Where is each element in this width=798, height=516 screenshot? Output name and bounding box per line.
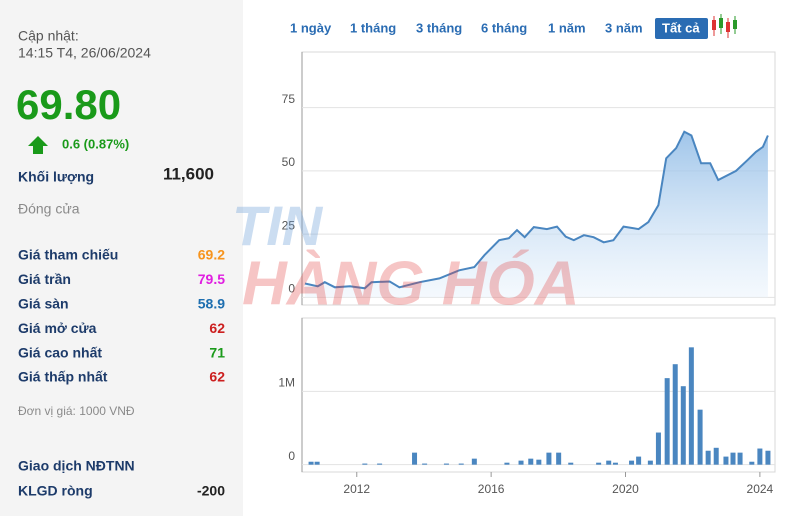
volume-bar	[705, 450, 711, 465]
price-change: 0.6 (0.87%)	[62, 136, 129, 151]
x-tick-label: 2024	[747, 482, 774, 496]
price: 69.80	[16, 81, 121, 128]
net-value: -200	[197, 483, 225, 499]
y-tick-label: 0	[288, 282, 295, 296]
volume-bar	[596, 462, 602, 465]
y-tick-label: 50	[282, 155, 296, 169]
updated-time: 14:15 T4, 26/06/2024	[18, 45, 151, 61]
volume-bar	[314, 461, 320, 465]
x-tick-label: 2016	[478, 482, 505, 496]
volume-bar	[647, 460, 653, 465]
volume-label: Khối lượng	[18, 169, 94, 185]
volume-bar	[680, 386, 686, 465]
row-label: Giá tham chiếu	[18, 247, 118, 263]
row-label: Giá cao nhất	[18, 344, 102, 360]
range-tab[interactable]: 1 tháng	[350, 20, 396, 35]
area-fill	[305, 131, 768, 298]
y-tick-label: 25	[282, 218, 296, 232]
row-label: Giá trần	[18, 271, 71, 287]
foreign-title: Giao dịch NĐTNN	[18, 458, 135, 474]
volume-bar	[568, 462, 574, 465]
row-label: Giá sàn	[18, 296, 69, 312]
row-value: 69.2	[198, 247, 225, 263]
volume-bar	[528, 458, 534, 465]
watermark-top: TIN	[232, 194, 324, 257]
row-label: Giá mở cửa	[18, 320, 97, 336]
price-rows: Giá tham chiếu 69.2 Giá trần 79.5 Giá sàn 58.…	[18, 247, 225, 385]
x-tick-label: 2012	[343, 482, 370, 496]
candle-icon[interactable]	[712, 14, 737, 38]
range-tab[interactable]: 3 năm	[605, 20, 643, 35]
volume-value: 11,600	[163, 164, 214, 183]
volume-bar	[536, 459, 542, 465]
volume-bar	[518, 460, 524, 465]
row-label: Giá thấp nhất	[18, 369, 108, 385]
volume-bar	[697, 409, 703, 465]
volume-bar	[636, 456, 642, 465]
volume-bar	[612, 462, 618, 465]
volume-bar	[412, 452, 418, 465]
volume-bar	[757, 448, 763, 465]
range-tab[interactable]: 6 tháng	[481, 20, 527, 35]
volume-bar	[458, 463, 464, 465]
volume-bar	[737, 452, 743, 465]
volume-bar	[655, 432, 661, 465]
row-value: 71	[209, 344, 225, 360]
volume-bar	[713, 447, 719, 465]
volume-bar	[765, 450, 771, 465]
volume-bar	[471, 458, 477, 465]
volume-bar	[504, 462, 510, 465]
y-tick-label: 1M	[278, 376, 295, 390]
range-tab[interactable]: 3 tháng	[416, 20, 462, 35]
volume-bar	[664, 378, 670, 465]
volume-bar	[730, 452, 736, 465]
plot-area: 0 25 50 75 0 1M 2012 2016 2020 2024	[278, 51, 776, 496]
range-tabs: 1 ngày 1 tháng 3 tháng 6 tháng 1 năm 3 năm Tất…	[290, 18, 708, 39]
active-tab-bg	[655, 18, 708, 39]
range-tab[interactable]: 1 ngày	[290, 20, 332, 35]
y-tick-label: 75	[282, 92, 296, 106]
volume-bar	[556, 452, 562, 465]
volume-bar	[672, 364, 678, 465]
volume-bar	[443, 463, 449, 465]
volume-bar	[606, 460, 612, 465]
price-line	[304, 130, 769, 290]
range-tab[interactable]: Tất cả	[662, 20, 700, 35]
y-tick-label: 0	[288, 449, 295, 463]
updated-label: Cập nhật:	[18, 28, 79, 44]
volume-bar	[629, 460, 635, 465]
volume-bar	[749, 461, 755, 465]
net-label: KLGD ròng	[18, 483, 93, 499]
row-value: 58.9	[198, 296, 225, 312]
watermark-bottom: HÀNG HÓA	[242, 249, 580, 318]
volume-bar	[723, 456, 729, 465]
volume-bar	[362, 463, 368, 465]
up-arrow	[28, 136, 48, 154]
info-panel	[0, 0, 243, 516]
close-label: Đóng cửa	[18, 201, 80, 217]
row-value: 62	[209, 369, 225, 385]
volume-bar	[377, 463, 383, 465]
chart-frame	[301, 317, 776, 473]
row-value: 79.5	[198, 271, 225, 287]
volume-bar	[422, 463, 428, 465]
volume-bar	[308, 461, 314, 465]
volume-bar	[688, 347, 694, 465]
x-tick-label: 2020	[612, 482, 639, 496]
range-tab[interactable]: 1 năm	[548, 20, 586, 35]
unit-note: Đơn vị giá: 1000 VNĐ	[18, 404, 135, 418]
volume-bar	[546, 452, 552, 465]
row-value: 62	[209, 320, 225, 336]
